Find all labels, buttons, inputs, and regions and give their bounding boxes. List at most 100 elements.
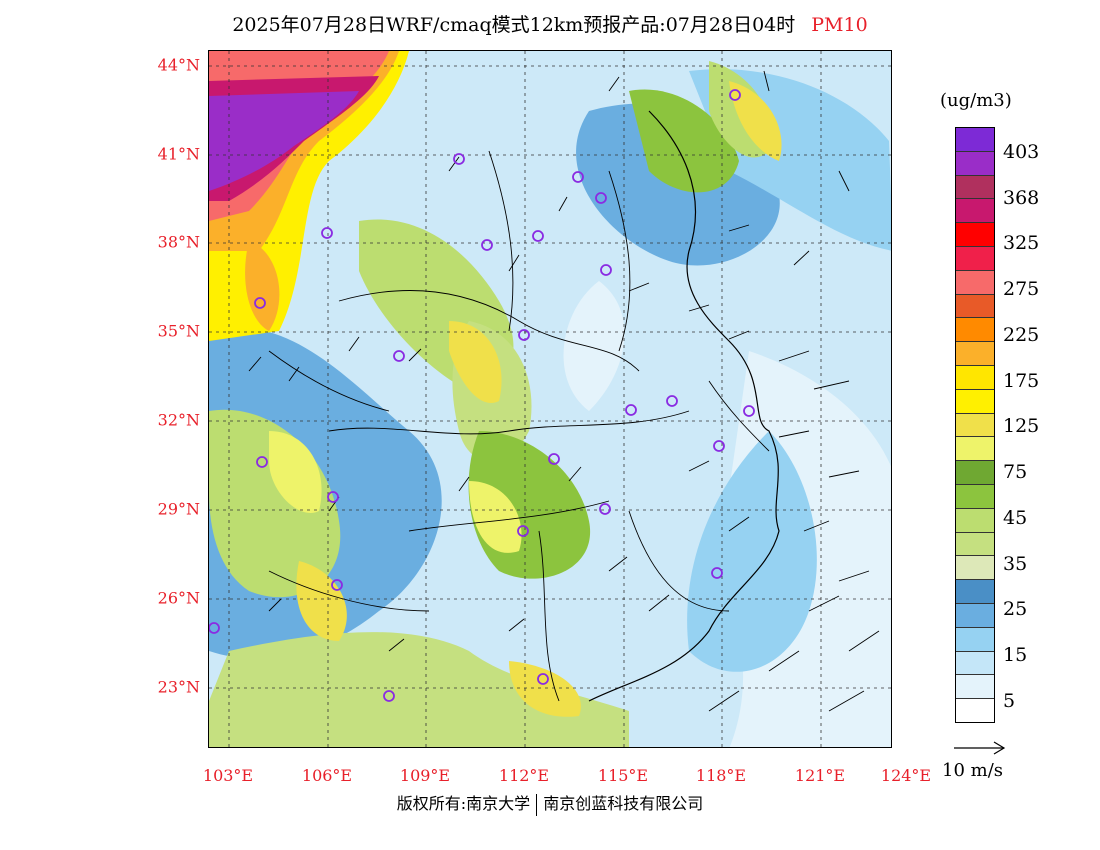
wind-reference-arrow [954, 741, 1006, 755]
colorbar-segment [956, 603, 994, 628]
pollution-area-yellow [449, 321, 502, 403]
city-marker[interactable] [743, 405, 755, 417]
lon-label-121: 121°E [794, 766, 846, 785]
lon-label-115: 115°E [597, 766, 649, 785]
lon-label-112: 112°E [498, 766, 550, 785]
lat-label-29: 29°N [157, 499, 200, 519]
city-marker[interactable] [599, 503, 611, 515]
city-marker[interactable] [517, 525, 529, 537]
map-panel[interactable] [208, 50, 892, 748]
city-marker[interactable] [321, 227, 333, 239]
lon-label-109: 109°E [399, 766, 451, 785]
colorbar-segment [956, 223, 994, 247]
colorbar-segment [956, 175, 994, 200]
city-marker[interactable] [256, 456, 268, 468]
colorbar-segment [956, 508, 994, 533]
colorbar-label: 175 [1003, 370, 1040, 392]
colorbar-segment [956, 246, 994, 271]
city-marker[interactable] [600, 264, 612, 276]
lat-label-26: 26°N [157, 588, 200, 608]
pollution-area-purple [209, 91, 359, 191]
lon-label-118: 118°E [695, 766, 747, 785]
province-boundaries [268, 150, 770, 702]
city-marker[interactable] [254, 297, 266, 309]
copyright-line: 版权所有:南京大学 南京创蓝科技有限公司 [0, 790, 1100, 816]
colorbar-label: 125 [1003, 415, 1040, 437]
colorbar-label: 75 [1003, 461, 1028, 483]
lat-label-35: 35°N [157, 321, 200, 341]
pollution-area-yellow [269, 431, 322, 513]
lon-label-124: 124°E [880, 766, 932, 785]
pm10-field-map [209, 51, 891, 747]
colorbar-segment [956, 151, 994, 176]
pollutant-label: PM10 [811, 14, 868, 36]
lat-label-41: 41°N [157, 144, 200, 164]
lat-label-38: 38°N [157, 232, 200, 252]
colorbar-label: 225 [1003, 324, 1040, 346]
pollution-area-orange [245, 241, 280, 331]
city-marker[interactable] [713, 440, 725, 452]
city-marker[interactable] [711, 567, 723, 579]
colorbar-segment [956, 675, 994, 700]
city-marker[interactable] [548, 453, 560, 465]
colorbar-label: 368 [1003, 187, 1040, 209]
city-marker[interactable] [393, 350, 405, 362]
colorbar-segment [956, 699, 994, 722]
lon-label-103: 103°E [202, 766, 254, 785]
city-marker[interactable] [666, 395, 678, 407]
colorbar-segment [956, 651, 994, 676]
colorbar-label: 325 [1003, 232, 1040, 254]
city-marker[interactable] [595, 192, 607, 204]
pollution-area-yellow [296, 561, 347, 641]
colorbar-segment [956, 627, 994, 652]
map-title: 2025年07月28日WRF/cmaq模式12km预报产品:07月28日04时 P… [0, 10, 1100, 37]
city-marker[interactable] [625, 404, 637, 416]
colorbar-label: 15 [1003, 644, 1028, 666]
colorbar-unit: (ug/m3) [940, 90, 1012, 111]
city-marker[interactable] [537, 673, 549, 685]
lat-label-44: 44°N [157, 55, 200, 75]
colorbar-label: 35 [1003, 553, 1028, 575]
colorbar-label: 275 [1003, 278, 1040, 300]
colorbar-label: 403 [1003, 141, 1040, 163]
colorbar-segment [956, 484, 994, 509]
lat-label-23: 23°N [157, 677, 200, 697]
wind-reference-label: 10 m/s [942, 760, 1003, 781]
city-marker[interactable] [518, 329, 530, 341]
coastline [588, 110, 780, 702]
colorbar-label: 5 [1003, 690, 1016, 712]
colorbar-segment [956, 413, 994, 438]
pollution-area-lightblue [687, 431, 817, 672]
lat-label-32: 32°N [157, 410, 200, 430]
pollution-area-yellow [509, 661, 581, 717]
city-marker[interactable] [481, 239, 493, 251]
colorbar-segment [956, 294, 994, 319]
colorbar-segment [956, 128, 994, 152]
city-markers [209, 89, 755, 702]
city-marker[interactable] [331, 579, 343, 591]
city-marker[interactable] [453, 153, 465, 165]
colorbar [955, 127, 995, 723]
pollution-area-yellow [729, 81, 782, 161]
colorbar-segment [956, 580, 994, 604]
city-marker[interactable] [572, 171, 584, 183]
colorbar-segment [956, 437, 994, 462]
copyright-separator [536, 793, 538, 816]
city-marker[interactable] [383, 690, 395, 702]
colorbar-segment [956, 270, 994, 295]
lon-label-106: 106°E [301, 766, 353, 785]
title-text: 2025年07月28日WRF/cmaq模式12km预报产品:07月28日04时 [232, 14, 796, 36]
city-marker[interactable] [729, 89, 741, 101]
colorbar-segment [956, 532, 994, 557]
city-marker[interactable] [532, 230, 544, 242]
colorbar-segment [956, 389, 994, 414]
copyright-owner: 版权所有:南京大学 [396, 794, 531, 813]
city-marker[interactable] [209, 622, 220, 634]
colorbar-segment [956, 556, 994, 581]
colorbar-segment [956, 365, 994, 390]
pollution-area-clean [563, 281, 625, 411]
colorbar-label: 25 [1003, 598, 1028, 620]
pollution-area-darkgreen [629, 89, 739, 193]
city-marker[interactable] [327, 491, 339, 503]
graticule [209, 51, 891, 747]
